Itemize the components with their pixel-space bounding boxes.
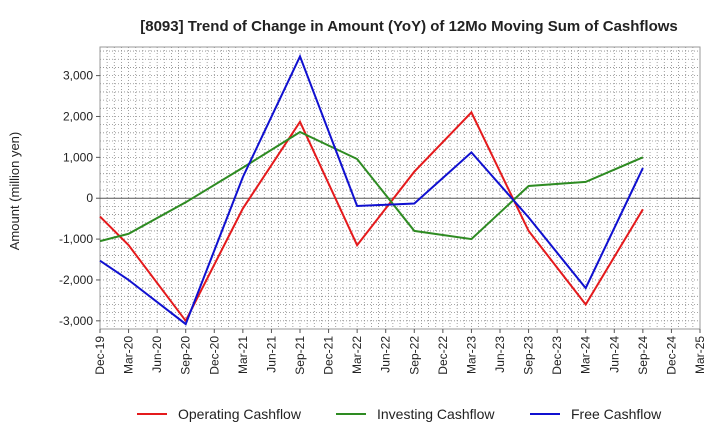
- x-tick-label: Dec-24: [664, 336, 678, 375]
- y-tick-label: 2,000: [63, 109, 93, 123]
- x-tick-label: Dec-19: [93, 336, 107, 375]
- x-tick-label: Sep-23: [522, 336, 536, 375]
- series-line-operating-cashflow: [99, 110, 644, 323]
- x-tick-label: Dec-23: [550, 336, 564, 375]
- x-tick-label: Mar-21: [236, 336, 250, 374]
- x-tick-label: Dec-20: [207, 336, 221, 375]
- x-tick-label: Mar-23: [464, 336, 478, 374]
- x-tick-label: Jun-22: [379, 336, 393, 373]
- x-tick-label: Dec-22: [436, 336, 450, 375]
- legend-label-investing-cashflow: Investing Cashflow: [377, 406, 495, 422]
- legend: Operating Cashflow Investing Cashflow Free…: [137, 406, 662, 422]
- x-tick-label: Mar-25: [693, 336, 707, 374]
- legend-label-free-cashflow: Free Cashflow: [571, 406, 662, 422]
- x-tick-label: Mar-22: [350, 336, 364, 374]
- y-tick-label: -3,000: [59, 314, 93, 328]
- x-tick-label: Jun-24: [607, 336, 621, 373]
- x-tick-label: Sep-20: [179, 336, 193, 375]
- y-tick-label: -1,000: [59, 232, 93, 246]
- legend-label-operating-cashflow: Operating Cashflow: [178, 406, 302, 422]
- x-tick-label: Jun-20: [150, 336, 164, 373]
- x-tick-label: Sep-24: [636, 336, 650, 375]
- x-tick-label: Sep-21: [293, 336, 307, 375]
- y-axis: -3,000 -2,000 -1,000 0 1,000 2,000 3,000: [59, 69, 100, 328]
- series-line-investing-cashflow: [99, 130, 644, 243]
- y-tick-label: 1,000: [63, 150, 93, 164]
- x-tick-label: Mar-24: [579, 336, 593, 374]
- x-tick-label: Mar-20: [122, 336, 136, 374]
- series-line-free-cashflow: [99, 53, 644, 326]
- x-tick-label: Sep-22: [407, 336, 421, 375]
- x-tick-label: Dec-21: [322, 336, 336, 375]
- x-axis: Dec-19 Mar-20 Jun-20 Sep-20 Dec-20 Mar-21 Jun-…: [93, 329, 707, 375]
- y-tick-label: 0: [86, 191, 93, 205]
- x-tick-label: Jun-23: [493, 336, 507, 373]
- series-group: [99, 53, 644, 326]
- y-tick-label: 3,000: [63, 69, 93, 83]
- chart-title: [8093] Trend of Change in Amount (YoY) o…: [140, 18, 678, 35]
- y-axis-label: Amount (million yen): [7, 132, 22, 251]
- y-tick-label: -2,000: [59, 273, 93, 287]
- x-tick-label: Jun-21: [264, 336, 278, 373]
